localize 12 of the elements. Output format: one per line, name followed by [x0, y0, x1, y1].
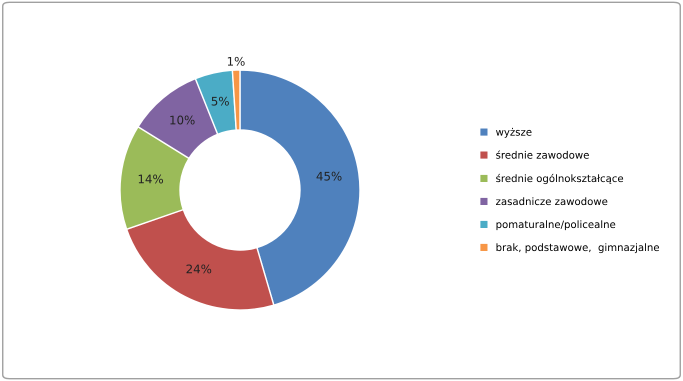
legend-label: zasadnicze zawodowe	[496, 197, 608, 206]
legend-label: pomaturalne/policealne	[496, 220, 616, 230]
legend-label: średnie ogólnokształcące	[496, 174, 624, 184]
data-label: 1%	[228, 56, 245, 66]
data-label: 24%	[186, 264, 212, 274]
data-label: 5%	[212, 96, 229, 106]
data-label: 10%	[170, 116, 195, 124]
legend-label: średnie zawodowe	[496, 150, 589, 159]
legend-label: wyższe	[496, 128, 532, 138]
data-label: 45%	[316, 172, 342, 181]
legend-label: brak, podstawowe, gimnazjalne	[496, 243, 660, 254]
data-label: 14%	[138, 174, 164, 184]
